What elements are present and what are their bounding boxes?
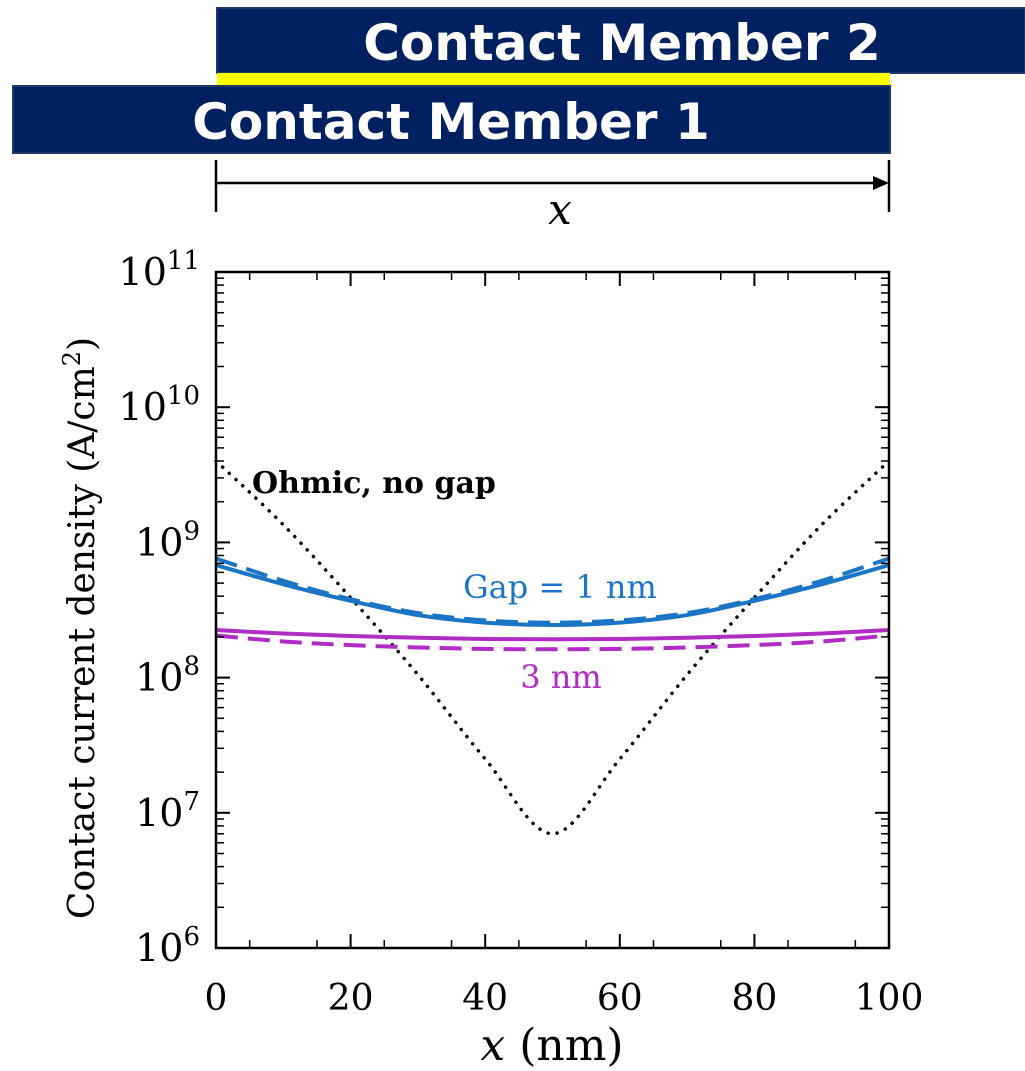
y-tick-exponent: 8 (183, 652, 200, 682)
annotation-gap-3nm: 3 nm (520, 658, 601, 696)
annotation-ohmic: Ohmic, no gap (252, 466, 496, 501)
y-tick-label: 109 (135, 516, 200, 564)
y-tick-exponent: 7 (183, 787, 200, 817)
y-tick-base: 10 (119, 385, 167, 429)
x-tick-label: 100 (855, 978, 924, 1019)
y-tick-label: 108 (135, 652, 200, 700)
y-axis-label-sup: 2 (58, 351, 86, 366)
x-tick-label: 40 (462, 978, 508, 1019)
y-tick-exponent: 9 (183, 516, 200, 546)
y-tick-label: 1010 (119, 381, 200, 429)
contact-member-1-label: Contact Member 1 (192, 93, 710, 151)
series-line-gap1_solid (215, 563, 890, 627)
y-tick-label: 106 (135, 922, 200, 970)
series-line-gap3_dashed (215, 633, 890, 652)
contact-member-2-label: Contact Member 2 (363, 14, 881, 72)
y-tick-base: 10 (135, 656, 183, 700)
dimension-label: x (548, 185, 572, 234)
x-tick-label: 80 (731, 978, 777, 1019)
series-line-gap3_solid (215, 627, 890, 642)
y-axis-label-text: Contact current density (A/cm (62, 366, 103, 919)
x-tick-label: 20 (328, 978, 374, 1019)
x-tick-label: 0 (205, 978, 228, 1019)
y-tick-exponent: 11 (167, 246, 200, 276)
plot-frame (214, 270, 891, 950)
contact-member-2-bar (216, 7, 1025, 74)
dimension-arrowhead (873, 176, 889, 190)
y-tick-exponent: 10 (167, 381, 200, 411)
y-tick-label: 107 (135, 787, 200, 835)
annotation-gap-1nm: Gap = 1 nm (463, 568, 657, 606)
x-axis-unit: (nm) (505, 1020, 623, 1071)
y-tick-label: 1011 (119, 246, 200, 294)
y-tick-base: 10 (135, 926, 183, 970)
y-tick-base: 10 (119, 250, 167, 294)
y-tick-base: 10 (135, 791, 183, 835)
x-tick-label: 60 (597, 978, 643, 1019)
y-tick-base: 10 (135, 520, 183, 564)
y-tick-exponent: 6 (183, 922, 200, 952)
x-axis-label: x (nm) (480, 1020, 623, 1071)
contact-interface-strip (217, 73, 890, 85)
contact-member-1-bar (12, 85, 891, 154)
y-axis-label-close: ) (62, 337, 103, 351)
y-axis-label: Contact current density (A/cm2) (58, 337, 103, 919)
series-line-ohmic (214, 459, 891, 836)
x-axis-variable: x (480, 1020, 505, 1071)
